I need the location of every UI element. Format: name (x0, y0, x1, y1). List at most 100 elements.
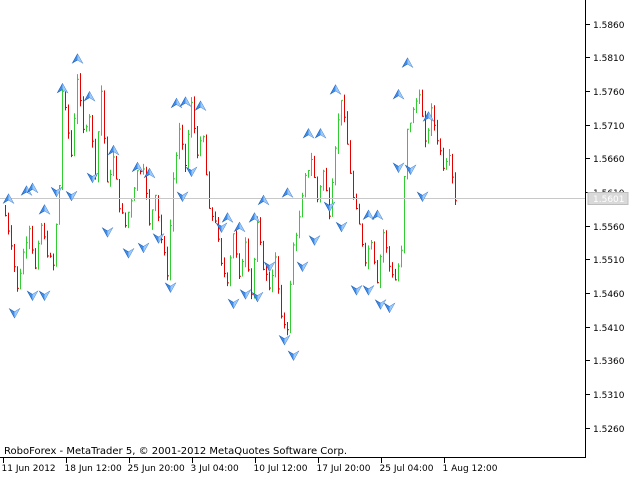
fractal-down-arrow (308, 235, 321, 246)
price-bar (155, 194, 157, 212)
price-bar (452, 153, 454, 184)
price-bar (287, 321, 289, 336)
price-bar (218, 217, 220, 242)
x-tick-label: 10 Jul 12:00 (254, 464, 308, 474)
x-tick-label: 3 Jul 04:00 (191, 464, 240, 474)
fractal-up-arrow (314, 128, 327, 139)
y-tick: 1.5810 (586, 54, 625, 64)
price-bar (392, 262, 394, 278)
fractal-up-arrow (143, 167, 156, 179)
fractal-down-arrow (287, 350, 300, 361)
fractal-up-arrow (71, 53, 84, 64)
fractal-up-arrow (179, 96, 192, 107)
price-bar (203, 135, 205, 143)
x-axis-ticks: 11 Jun 2012 18 Jun 12:00 25 Jun 20:00 3 Jul… (2, 458, 498, 474)
fractal-down-arrow (335, 221, 348, 233)
price-bar (272, 269, 274, 293)
price-bar (254, 257, 256, 299)
fractal-up-arrow (362, 209, 375, 221)
price-bar (341, 99, 343, 126)
price-bar (296, 232, 298, 252)
price-bar (245, 237, 247, 268)
fractal-down-arrow (323, 201, 336, 213)
price-bar (194, 96, 196, 134)
price-bar (26, 236, 28, 259)
y-tick: 1.5460 (586, 290, 625, 300)
fractal-down-arrow (8, 308, 21, 319)
price-bar (17, 266, 19, 292)
price-bar (89, 114, 91, 132)
fractal-up-arrow (233, 221, 246, 233)
price-bar (365, 242, 367, 267)
price-bar (86, 124, 88, 132)
y-tick: 1.5310 (586, 391, 625, 401)
price-bar (11, 225, 13, 250)
fractal-up-arrow (422, 111, 435, 122)
price-bar (113, 151, 115, 177)
fractal-down-arrow (185, 166, 198, 178)
price-bar (347, 111, 349, 145)
price-bar (62, 87, 64, 190)
price-bar (170, 219, 172, 281)
price-bar (110, 169, 112, 187)
y-tick-label: 1.5360 (593, 357, 625, 367)
y-tick-label: 1.5460 (593, 290, 625, 300)
fractal-down-arrow (278, 334, 291, 346)
price-bars (5, 73, 457, 336)
x-tick: 3 Jul 04:00 (191, 458, 240, 474)
price-bar (50, 252, 52, 258)
price-bar (14, 243, 16, 273)
x-tick-label: 17 Jul 20:00 (317, 464, 371, 474)
fractal-down-arrow (404, 164, 417, 176)
price-bar (47, 230, 49, 258)
fractal-down-arrow (227, 298, 240, 310)
price-bar (185, 143, 187, 173)
price-bar (332, 178, 334, 217)
price-bar (407, 128, 409, 180)
fractal-down-arrow (383, 302, 396, 314)
price-bar (299, 210, 301, 239)
price-bar (131, 198, 133, 218)
y-tick: 1.5760 (586, 88, 625, 98)
price-bar (152, 209, 154, 230)
price-bar (8, 212, 10, 235)
price-bar (419, 89, 421, 104)
fractal-down-arrow (416, 191, 429, 202)
fractal-up-arrow (131, 161, 144, 173)
price-bar (128, 211, 130, 229)
price-bar (20, 268, 22, 290)
price-bar (305, 173, 307, 198)
price-bar (167, 246, 169, 281)
price-bar (143, 163, 145, 175)
price-bar (68, 104, 70, 139)
y-tick: 1.5410 (586, 324, 625, 334)
fractal-up-arrow (371, 209, 384, 221)
fractal-down-arrow (215, 222, 228, 233)
current-price-box (587, 192, 629, 205)
fractal-up-arrow (392, 89, 405, 100)
fractal-up-arrow (302, 128, 315, 139)
fractal-up-arrow (257, 194, 270, 206)
price-bar (377, 259, 379, 284)
fractal-up-arrow (2, 193, 15, 204)
price-bar (164, 236, 166, 256)
price-bar (398, 263, 400, 282)
price-bar (191, 97, 193, 138)
price-bar (158, 195, 160, 222)
price-bar (104, 90, 106, 144)
price-bar (239, 253, 241, 280)
price-bar (401, 245, 403, 268)
price-bar (404, 175, 406, 254)
fractal-up-arrow (281, 187, 294, 198)
price-bar (227, 272, 229, 287)
x-tick-label: 11 Jun 2012 (2, 464, 56, 474)
y-tick: 1.5360 (586, 357, 625, 367)
price-bar (383, 229, 385, 263)
fractal-down-arrow (263, 261, 276, 272)
price-bar (251, 268, 253, 300)
y-tick-label: 1.5810 (593, 54, 625, 64)
price-bar (224, 257, 226, 278)
price-bar (176, 152, 178, 184)
price-bar (443, 147, 445, 171)
